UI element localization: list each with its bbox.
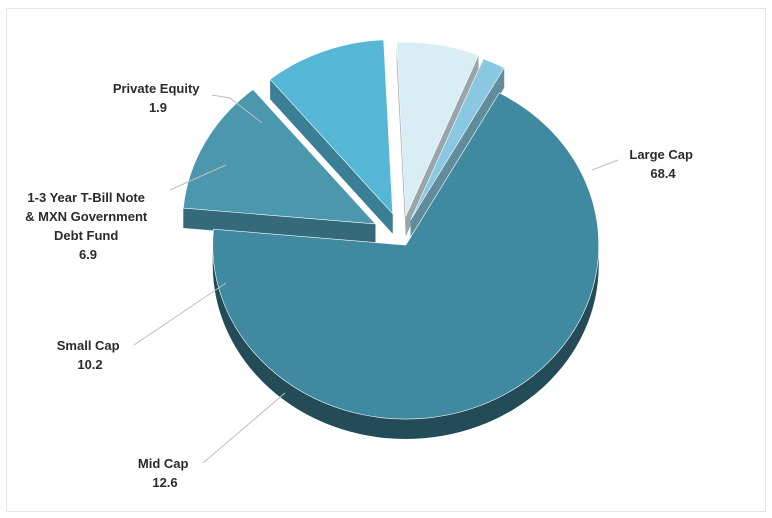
- label-private-equity-name: Private Equity: [113, 81, 200, 96]
- label-tbill-value: 6.9: [79, 247, 97, 262]
- label-tbill: 1-3 Year T-Bill Note & MXN Government De…: [25, 190, 151, 262]
- label-tbill-line1: 1-3 Year T-Bill Note: [27, 190, 145, 205]
- label-tbill-line2: & MXN Government: [25, 209, 148, 224]
- leader-line-small-cap: [134, 283, 226, 345]
- leader-line-large-cap: [592, 160, 618, 170]
- label-large-cap-name: Large Cap: [629, 147, 693, 162]
- label-small-cap-name: Small Cap: [57, 338, 120, 353]
- label-large-cap: Large Cap 68.4: [629, 147, 696, 181]
- label-private-equity-value: 1.9: [149, 100, 167, 115]
- label-mid-cap-name: Mid Cap: [138, 456, 189, 471]
- label-small-cap: Small Cap 10.2: [57, 338, 123, 372]
- label-mid-cap: Mid Cap 12.6: [138, 456, 192, 490]
- slices-layer: [183, 40, 598, 439]
- label-mid-cap-value: 12.6: [152, 475, 177, 490]
- label-private-equity: Private Equity 1.9: [113, 81, 203, 115]
- label-tbill-line3: Debt Fund: [54, 228, 118, 243]
- label-large-cap-value: 68.4: [650, 166, 676, 181]
- label-small-cap-value: 10.2: [77, 357, 102, 372]
- leader-line-mid-cap: [203, 393, 285, 463]
